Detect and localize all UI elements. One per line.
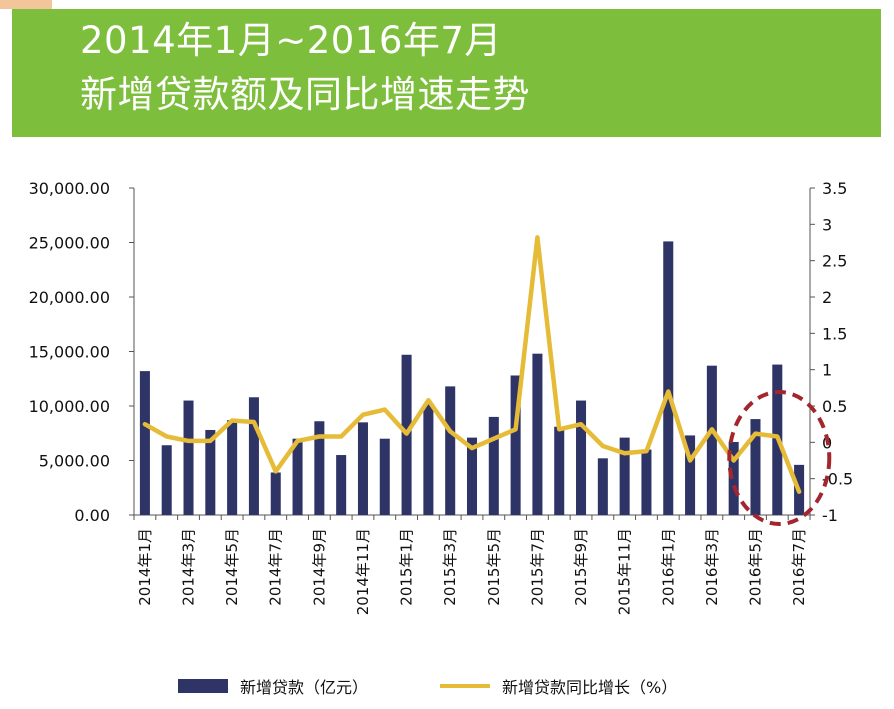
- highlight-ellipse: [727, 390, 832, 526]
- x-axis-tick-label: 2014年1月: [136, 528, 154, 606]
- bar-24: [641, 449, 652, 515]
- left-axis-tick-label: 0.00: [74, 506, 110, 525]
- bar-12: [379, 438, 390, 515]
- right-axis-tick-label: 2: [822, 288, 832, 307]
- right-axis-tick-label: 3: [822, 215, 832, 234]
- x-axis-tick-label: 2014年11月: [354, 528, 372, 615]
- x-axis-tick-label: 2015年1月: [398, 528, 416, 606]
- left-axis-tick-label: 10,000.00: [29, 397, 110, 416]
- legend-label-bar: 新增贷款（亿元）: [240, 678, 369, 697]
- right-axis-tick-label: -0.5: [822, 470, 853, 489]
- x-axis-tick-label: 2015年9月: [572, 528, 590, 606]
- bar-18: [510, 375, 521, 515]
- bar-8: [292, 438, 303, 515]
- left-axis-tick-label: 5,000.00: [39, 452, 110, 471]
- x-axis-tick-label: 2014年3月: [180, 528, 198, 606]
- x-axis-tick-label: 2016年3月: [703, 528, 721, 606]
- bar-2: [161, 445, 172, 515]
- bar-15: [445, 386, 456, 515]
- x-axis-tick-label: 2014年7月: [267, 528, 285, 606]
- x-axis-tick-label: 2016年1月: [659, 528, 677, 606]
- bar-26: [685, 435, 696, 515]
- bar-14: [423, 403, 434, 515]
- bar-27: [706, 365, 717, 515]
- bar-22: [597, 458, 608, 515]
- right-axis-tick-label: 1.5: [822, 324, 847, 343]
- bar-4: [205, 429, 216, 515]
- x-axis-tick-label: 2016年5月: [746, 528, 764, 606]
- title-banner: 2014年1月~2016年7月 新增贷款额及同比增速走势: [12, 9, 881, 137]
- bar-3: [183, 400, 194, 515]
- x-axis-tick-label: 2015年7月: [528, 528, 546, 606]
- x-axis-tick-label: 2014年9月: [310, 528, 328, 606]
- title-date-range: 2014年1月~2016年7月: [80, 19, 502, 62]
- legend-item-bar: 新增贷款（亿元）: [178, 676, 369, 697]
- bar-28: [728, 441, 739, 515]
- bar-6: [248, 397, 259, 515]
- x-axis-tick-label: 2014年5月: [223, 528, 241, 606]
- title-subject: 新增贷款额及同比增速走势: [80, 73, 530, 116]
- bar-10: [336, 455, 347, 515]
- left-axis-tick-label: 15,000.00: [29, 343, 110, 362]
- x-axis-tick-label: 2015年5月: [485, 528, 503, 606]
- bar-5: [227, 420, 238, 515]
- right-axis-tick-label: -1: [822, 506, 838, 525]
- left-axis-tick-label: 25,000.00: [29, 234, 110, 253]
- legend-swatch-bar: [178, 679, 228, 693]
- legend-item-line: 新增贷款同比增长（%）: [440, 676, 678, 697]
- bar-19: [532, 353, 543, 515]
- corner-tab-decoration: [0, 0, 52, 9]
- legend-swatch-line: [440, 684, 490, 688]
- bar-17: [488, 416, 499, 515]
- bar-21: [576, 400, 587, 515]
- x-axis-tick-label: 2015年11月: [616, 528, 634, 615]
- left-axis-tick-label: 30,000.00: [29, 179, 110, 198]
- right-axis-tick-label: 0.5: [822, 397, 847, 416]
- bar-25: [663, 241, 674, 515]
- x-axis-tick-label: 2015年3月: [441, 528, 459, 606]
- bar-20: [554, 426, 565, 515]
- right-axis-tick-label: 1: [822, 361, 832, 380]
- bar-29: [750, 419, 761, 515]
- bar-11: [357, 422, 368, 515]
- right-axis-tick-label: 2.5: [822, 252, 847, 271]
- bar-7: [270, 472, 281, 515]
- right-axis-tick-label: 3.5: [822, 179, 847, 198]
- left-axis-tick-label: 20,000.00: [29, 288, 110, 307]
- bar-1: [139, 371, 150, 515]
- legend-label-line: 新增贷款同比增长（%）: [502, 678, 678, 697]
- x-axis-tick-label: 2016年7月: [790, 528, 808, 606]
- bar-23: [619, 437, 630, 515]
- bar-9: [314, 421, 325, 515]
- bar-16: [466, 437, 478, 515]
- growth-line-series: [142, 235, 802, 494]
